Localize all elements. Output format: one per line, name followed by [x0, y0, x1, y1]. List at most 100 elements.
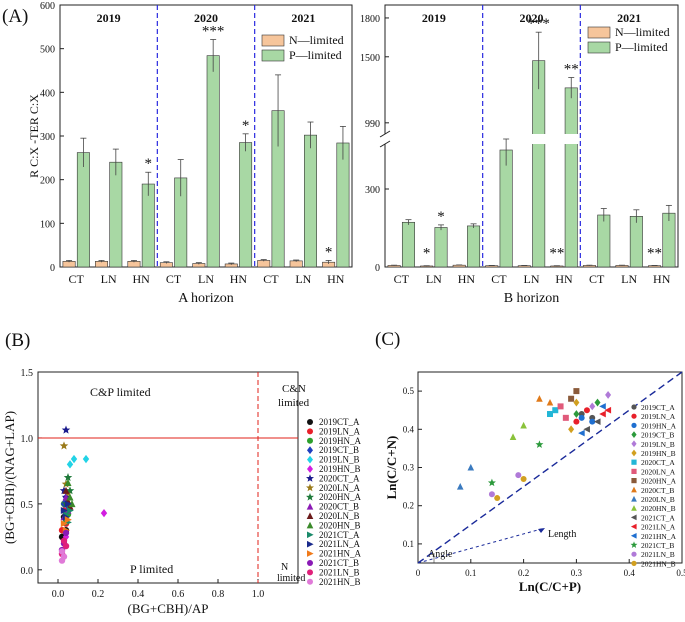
panel-label-b: (B) — [5, 330, 30, 351]
data-point — [61, 425, 71, 434]
data-point — [520, 475, 527, 482]
significance-mark: *** — [527, 16, 550, 32]
y-tick-label: 0.0 — [21, 566, 34, 577]
y-tick-label: 200 — [40, 176, 55, 187]
legend-marker — [307, 465, 313, 473]
legend-label: 2019LN_A — [319, 426, 360, 436]
data-point — [578, 429, 585, 437]
bar — [467, 225, 481, 268]
x-axis-label: B horizon — [504, 291, 560, 306]
data-point — [64, 478, 72, 486]
region-label: C&P limited — [90, 385, 151, 399]
vector-line — [417, 527, 546, 564]
data-point — [520, 421, 527, 429]
data-point — [467, 463, 475, 471]
legend-label: 2019CT_B — [319, 445, 359, 455]
data-point — [66, 493, 74, 501]
data-point — [487, 478, 496, 487]
data-point — [557, 403, 564, 410]
legend-label: 2021HN_B — [319, 577, 361, 587]
x-tick-label: 0.1 — [465, 568, 476, 578]
legend-label: P—limited — [289, 48, 342, 62]
panel-a-b-horizon-chart: 0 300 990 1500 1800 2019 2020 2021 CT LN HN CT LN HN C… — [360, 4, 679, 306]
y-tick-label: 100 — [40, 219, 55, 230]
data-point — [68, 500, 76, 508]
data-point — [604, 406, 612, 414]
legend-marker — [631, 486, 637, 493]
legend-label: 2020LN_A — [319, 483, 360, 493]
legend-marker — [307, 550, 314, 557]
axis-break-mark — [379, 140, 391, 148]
y-axis-label: (BG+CBH)/(NAG+LAP) — [2, 411, 17, 544]
legend-label: 2021CT_B — [641, 541, 674, 550]
y-tick-label: 1500 — [360, 53, 380, 64]
legend-marker — [631, 478, 637, 484]
year-label: 2020 — [520, 11, 544, 25]
data-point — [594, 398, 601, 407]
bar — [289, 260, 303, 268]
data-point — [60, 553, 68, 560]
x-tick-label: CT — [69, 272, 85, 286]
legend-marker — [307, 455, 313, 464]
x-tick-label: HN — [653, 272, 671, 286]
data-point — [488, 491, 495, 498]
vector-arrowhead — [538, 528, 545, 533]
bar — [401, 221, 415, 268]
legend-marker — [307, 437, 313, 444]
data-point — [64, 500, 72, 508]
legend-label: 2019LN_A — [641, 412, 676, 421]
axis-break-gap — [382, 134, 388, 144]
legend-marker — [631, 459, 637, 465]
legend-swatch — [261, 49, 285, 62]
x-tick-label: HN — [230, 272, 248, 286]
significance-mark: * — [242, 118, 250, 134]
significance-mark: ** — [564, 62, 579, 78]
data-point — [62, 529, 70, 537]
data-point — [456, 483, 464, 490]
data-point — [100, 508, 108, 518]
legend-marker — [631, 495, 637, 502]
legend-label: 2020LN_B — [319, 511, 360, 521]
y-tick-label: 0.5 — [21, 500, 34, 511]
legend-marker — [307, 531, 314, 539]
legend-label: 2021HN_B — [641, 559, 676, 568]
data-point — [66, 506, 74, 514]
y-tick-label: 0.5 — [403, 386, 415, 396]
data-point — [573, 410, 580, 418]
data-point — [70, 454, 78, 464]
legend-swatch — [587, 41, 611, 54]
x-tick-label: 0.2 — [518, 568, 529, 578]
bar-break-gap — [531, 134, 546, 144]
bar — [629, 216, 643, 268]
year-label: 2021 — [291, 11, 315, 25]
data-point — [573, 398, 580, 407]
significance-mark: * — [423, 246, 431, 262]
data-point — [589, 402, 596, 411]
x-tick-label: CT — [394, 272, 410, 286]
data-point — [599, 410, 606, 418]
data-point — [494, 495, 501, 502]
annotation-angle: Angle — [428, 549, 453, 560]
bar — [662, 212, 676, 268]
x-tick-label: 0 — [416, 568, 421, 578]
year-label: 2019 — [97, 11, 121, 25]
legend-label: 2019CT_B — [641, 431, 674, 440]
annotation-length: Length — [548, 529, 576, 540]
legend-marker — [631, 422, 637, 428]
x-tick-label: CT — [589, 272, 605, 286]
panel-a-bar-chart: 0 100 200 300 400 500 600 2019 2020 2021 CT LN HN CT L… — [27, 1, 353, 306]
data-point — [573, 418, 580, 425]
data-point — [535, 440, 544, 448]
y-tick-label: 300 — [40, 132, 55, 143]
legend-marker — [631, 551, 637, 557]
significance-mark: * — [145, 156, 153, 172]
x-axis-label: (BG+CBH)/AP — [127, 601, 208, 616]
legend-marker — [631, 431, 637, 438]
x-tick-label: CT — [491, 272, 507, 286]
legend-label: 2020CT_A — [641, 458, 675, 467]
x-tick-label: LN — [524, 272, 540, 286]
legend-marker — [307, 578, 313, 585]
legend-label: 2021LN_A — [319, 539, 360, 549]
legend-label: 2019HN_A — [641, 421, 677, 430]
